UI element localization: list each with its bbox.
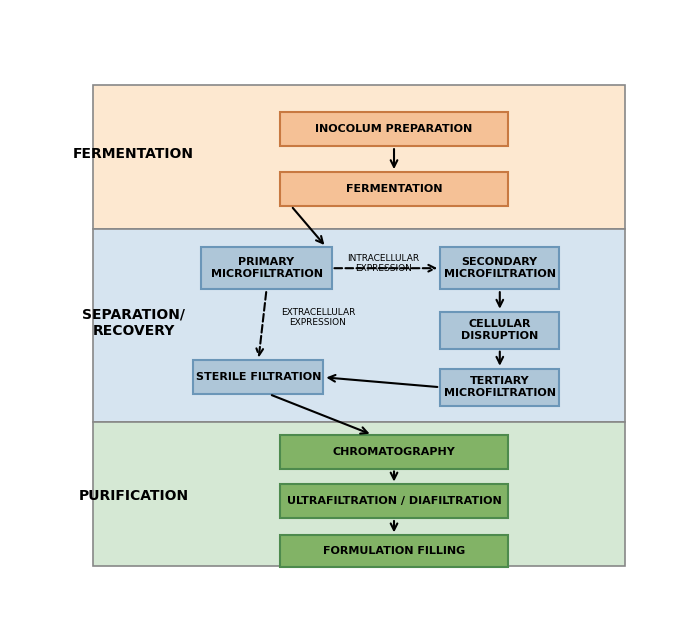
Text: CELLULAR
DISRUPTION: CELLULAR DISRUPTION bbox=[461, 319, 538, 341]
Text: PRIMARY
MICROFILTRATION: PRIMARY MICROFILTRATION bbox=[211, 258, 323, 279]
Text: INOCOLUM PREPARATION: INOCOLUM PREPARATION bbox=[316, 124, 472, 135]
FancyBboxPatch shape bbox=[280, 113, 508, 146]
Text: TERTIARY
MICROFILTRATION: TERTIARY MICROFILTRATION bbox=[444, 376, 556, 398]
Text: SECONDARY
MICROFILTRATION: SECONDARY MICROFILTRATION bbox=[444, 258, 556, 279]
FancyBboxPatch shape bbox=[280, 535, 508, 567]
FancyBboxPatch shape bbox=[280, 172, 508, 205]
Text: STERILE FILTRATION: STERILE FILTRATION bbox=[196, 372, 321, 383]
Text: FERMENTATION: FERMENTATION bbox=[73, 147, 194, 161]
Text: CHROMATOGRAPHY: CHROMATOGRAPHY bbox=[332, 447, 456, 457]
FancyBboxPatch shape bbox=[93, 422, 624, 565]
FancyBboxPatch shape bbox=[93, 229, 624, 422]
FancyBboxPatch shape bbox=[93, 85, 624, 229]
Text: PURIFICATION: PURIFICATION bbox=[78, 489, 189, 504]
FancyBboxPatch shape bbox=[280, 435, 508, 469]
Text: ULTRAFILTRATION / DIAFILTRATION: ULTRAFILTRATION / DIAFILTRATION bbox=[286, 497, 501, 506]
FancyBboxPatch shape bbox=[440, 247, 559, 289]
FancyBboxPatch shape bbox=[280, 484, 508, 518]
Text: INTRACELLULAR
EXPRESSION: INTRACELLULAR EXPRESSION bbox=[347, 254, 419, 273]
FancyBboxPatch shape bbox=[440, 368, 559, 406]
Text: FORMULATION FILLING: FORMULATION FILLING bbox=[323, 546, 465, 556]
Text: SEPARATION/
RECOVERY: SEPARATION/ RECOVERY bbox=[82, 308, 185, 338]
Text: EXTRACELLULAR
EXPRESSION: EXTRACELLULAR EXPRESSION bbox=[281, 308, 355, 328]
FancyBboxPatch shape bbox=[193, 361, 323, 394]
Text: FERMENTATION: FERMENTATION bbox=[346, 184, 442, 194]
FancyBboxPatch shape bbox=[440, 312, 559, 349]
FancyBboxPatch shape bbox=[202, 247, 332, 289]
